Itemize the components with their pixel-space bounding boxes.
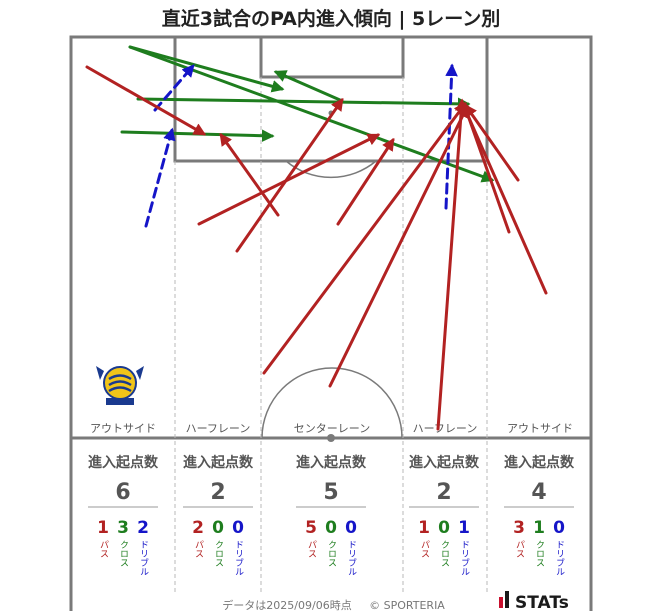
pass-label: パス bbox=[98, 540, 109, 558]
lane-total: 6 bbox=[115, 480, 130, 505]
dribble-arrow bbox=[144, 127, 176, 228]
lane-names: アウトサイド ハーフレーン センターレーン ハーフレーン アウトサイド bbox=[90, 422, 573, 435]
cross-count: 0 bbox=[212, 518, 224, 538]
cross-label: クロス bbox=[534, 540, 544, 567]
dribble-label: ドリブル bbox=[346, 540, 357, 576]
lane-name: センターレーン bbox=[294, 422, 370, 435]
pass-count: 1 bbox=[418, 518, 430, 538]
dribble-arrow bbox=[153, 64, 195, 112]
center-spot bbox=[327, 434, 335, 442]
pass-arrow bbox=[336, 137, 395, 226]
dribble-count: 0 bbox=[232, 518, 244, 538]
pass-count: 2 bbox=[192, 518, 204, 538]
dribble-label: ドリブル bbox=[459, 540, 470, 576]
cross-label: クロス bbox=[439, 540, 449, 567]
lane-name: ハーフレーン bbox=[413, 422, 478, 435]
lane-name: ハーフレーン bbox=[186, 422, 251, 435]
cross-label: クロス bbox=[213, 540, 223, 567]
pass-arrow bbox=[235, 97, 344, 253]
team-crest-logo bbox=[96, 366, 144, 405]
copyright-text: © SPORTERIA bbox=[369, 599, 445, 611]
stats-brand-text: STATs bbox=[515, 593, 569, 611]
goal-area bbox=[259, 35, 405, 79]
arrows-layer bbox=[85, 45, 548, 431]
cross-arrow bbox=[136, 97, 471, 111]
dribble-count: 0 bbox=[553, 518, 565, 538]
cross-label: クロス bbox=[118, 540, 128, 567]
lane-total: 5 bbox=[323, 480, 338, 505]
lane-dividers bbox=[174, 77, 488, 595]
lane-stats: 進入起点数61パス3クロス2ドリブル進入起点数22パス0クロス0ドリブル進入起点… bbox=[88, 454, 575, 576]
pass-arrow bbox=[219, 132, 280, 217]
pass-arrow bbox=[85, 65, 207, 136]
dribble-count: 0 bbox=[345, 518, 357, 538]
lane-header: 進入起点数 bbox=[409, 454, 480, 471]
dribble-count: 1 bbox=[458, 518, 470, 538]
pass-label: パス bbox=[306, 540, 317, 558]
dribble-label: ドリブル bbox=[554, 540, 565, 576]
pass-arrow bbox=[461, 101, 511, 234]
lane-header: 進入起点数 bbox=[183, 454, 254, 471]
cross-count: 3 bbox=[117, 518, 129, 538]
pass-arrow bbox=[328, 104, 469, 388]
center-circle bbox=[261, 367, 403, 439]
cross-label: クロス bbox=[326, 540, 336, 567]
dribble-arrow bbox=[444, 63, 458, 210]
pass-label: パス bbox=[514, 540, 525, 558]
dribble-label: ドリブル bbox=[138, 540, 149, 576]
lane-name: アウトサイド bbox=[507, 422, 573, 435]
chart-title: 直近3試合のPA内進入傾向 | 5レーン別 bbox=[162, 7, 501, 30]
lane-header: 進入起点数 bbox=[88, 454, 159, 471]
cross-count: 0 bbox=[325, 518, 337, 538]
cross-arrow bbox=[128, 45, 285, 93]
pass-count: 1 bbox=[97, 518, 109, 538]
cross-arrow bbox=[120, 129, 275, 143]
pass-label: パス bbox=[193, 540, 204, 558]
lane-header: 進入起点数 bbox=[296, 454, 367, 471]
pass-count: 3 bbox=[513, 518, 525, 538]
pass-arrow bbox=[262, 101, 467, 375]
lane-name: アウトサイド bbox=[90, 422, 156, 435]
lane-header: 進入起点数 bbox=[504, 454, 575, 471]
stats-logo: STATs bbox=[499, 591, 569, 611]
lane-total: 4 bbox=[531, 480, 546, 505]
pass-count: 5 bbox=[305, 518, 317, 538]
lane-total: 2 bbox=[210, 480, 225, 505]
cross-count: 0 bbox=[438, 518, 450, 538]
pass-arrow bbox=[436, 98, 468, 431]
pass-arrow bbox=[464, 103, 520, 182]
cross-count: 1 bbox=[533, 518, 545, 538]
pass-label: パス bbox=[419, 540, 430, 558]
data-date-text: データは2025/09/06時点 bbox=[222, 598, 351, 611]
cross-arrow bbox=[273, 70, 342, 102]
lane-total: 2 bbox=[436, 480, 451, 505]
dribble-count: 2 bbox=[137, 518, 149, 538]
dribble-label: ドリブル bbox=[233, 540, 244, 576]
